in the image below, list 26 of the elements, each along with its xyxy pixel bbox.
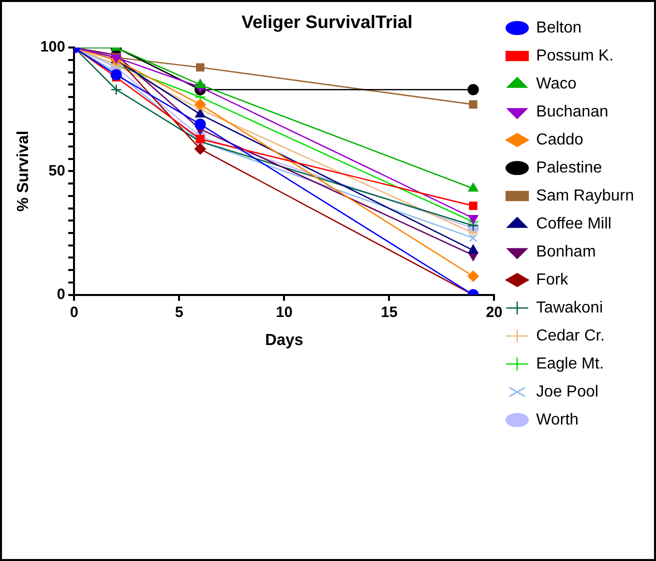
legend-label: Tawakoni xyxy=(536,299,603,316)
x-tick-label: 10 xyxy=(276,304,293,321)
legend-label: Joe Pool xyxy=(536,383,598,400)
y-tick-label: 0 xyxy=(56,286,66,303)
chart-title: Veliger SurvivalTrial xyxy=(241,12,413,32)
x-tick-label: 0 xyxy=(70,304,78,321)
legend-label: Eagle Mt. xyxy=(536,355,604,372)
legend-label: Fork xyxy=(536,271,570,288)
legend-label: Possum K. xyxy=(536,47,614,64)
legend-label: Caddo xyxy=(536,131,584,148)
legend-label: Belton xyxy=(536,19,582,36)
x-tick-label: 20 xyxy=(486,304,503,321)
legend-label: Bonham xyxy=(536,243,596,260)
legend-label: Palestine xyxy=(536,159,602,176)
x-axis-title: Days xyxy=(265,332,304,349)
x-tick-label: 15 xyxy=(380,304,398,321)
legend-label: Coffee Mill xyxy=(536,215,612,232)
x-tick-label: 5 xyxy=(175,304,184,321)
y-axis-title: % Survival xyxy=(15,130,32,212)
legend-label: Cedar Cr. xyxy=(536,327,605,344)
legend-label: Worth xyxy=(536,411,579,428)
y-tick-label: 50 xyxy=(48,162,66,180)
y-tick-label: 100 xyxy=(40,38,66,56)
legend-label: Waco xyxy=(536,75,577,92)
legend-label: Sam Rayburn xyxy=(536,187,634,204)
legend-label: Buchanan xyxy=(536,103,608,120)
